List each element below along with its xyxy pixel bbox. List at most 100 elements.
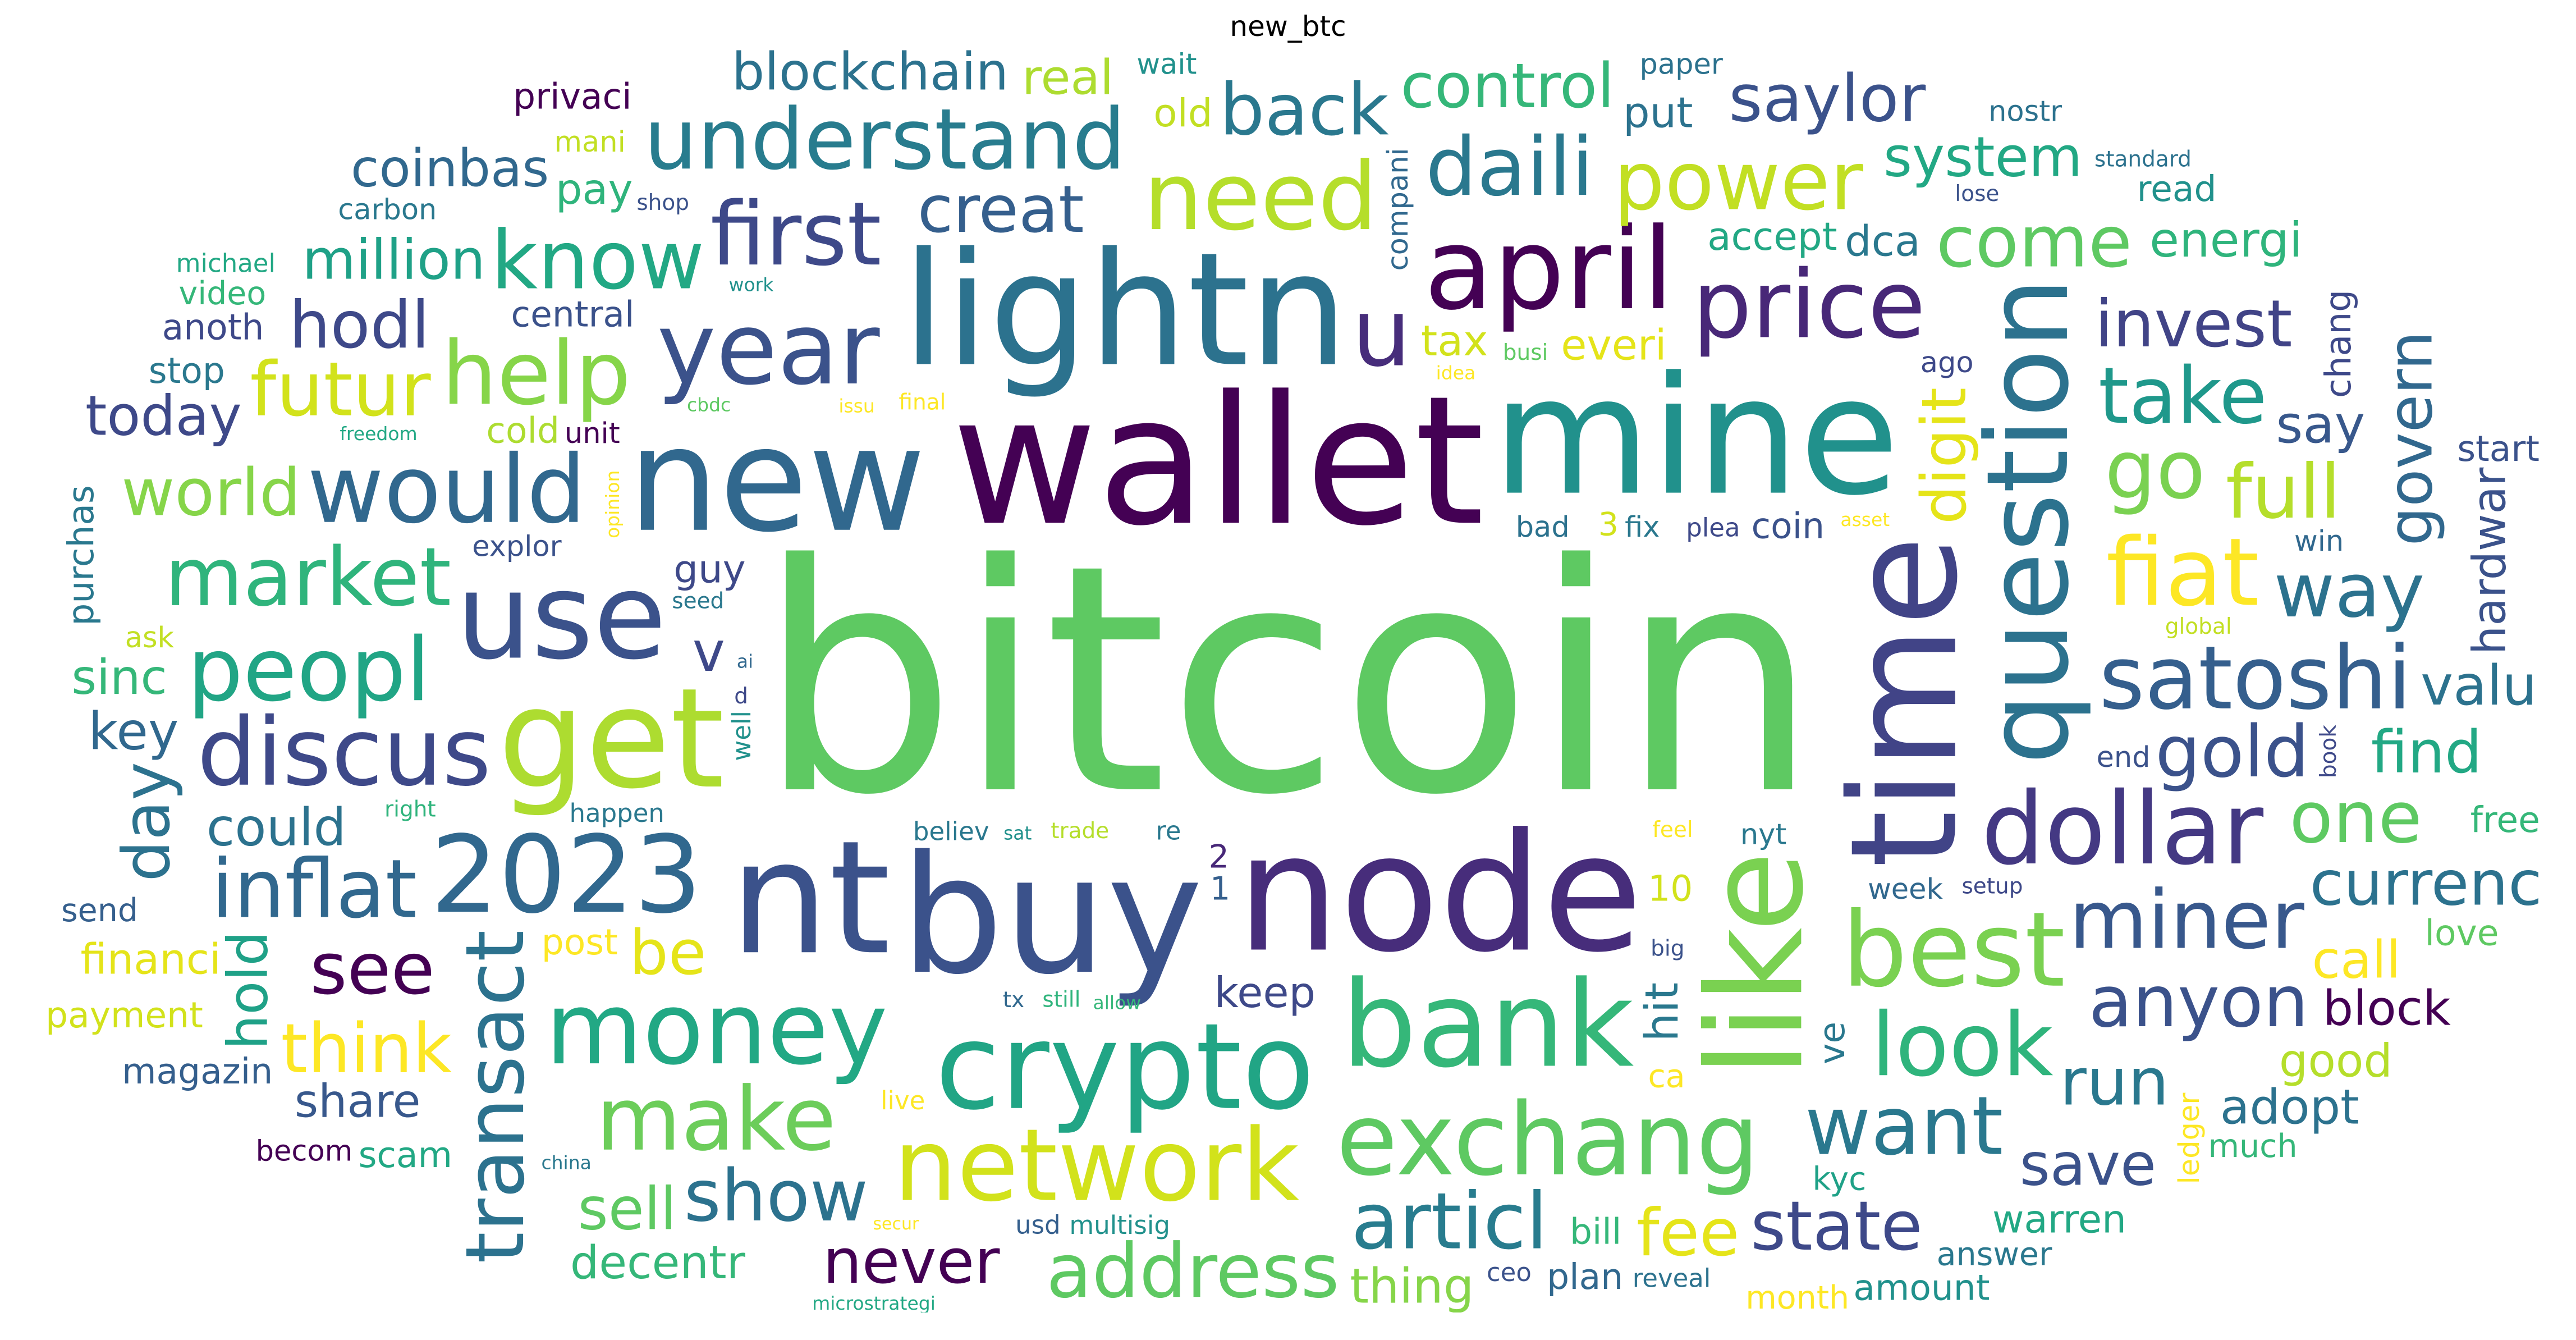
word-think: think (281, 1009, 452, 1089)
word-new: new (628, 396, 926, 564)
word-understand: understand (644, 91, 1125, 189)
word-ai: ai (737, 650, 753, 672)
word-cold: cold (486, 410, 560, 451)
word-blockchain: blockchain (732, 49, 1009, 102)
word-big: big (1651, 936, 1684, 962)
word-creat: creat (918, 172, 1084, 248)
word-money: money (546, 971, 888, 1087)
word-central: central (511, 294, 634, 335)
word-dca: dca (1845, 217, 1920, 266)
word-currenc: currenc (2310, 848, 2542, 920)
word-accept: accept (1707, 214, 1837, 259)
word-free: free (2470, 799, 2540, 840)
word-d: d (734, 684, 748, 709)
word-say: say (2276, 395, 2365, 455)
word-seed: seed (672, 589, 724, 614)
word-would: would (307, 436, 586, 545)
word-control: control (1400, 50, 1614, 122)
word-first: first (711, 183, 882, 285)
word-setup: setup (1961, 874, 2023, 899)
word-bill: bill (1570, 1211, 1622, 1252)
word-show: show (684, 1154, 868, 1237)
word-tax: tax (1421, 316, 1488, 365)
word-go: go (2105, 423, 2206, 517)
word-block: block (2323, 980, 2451, 1036)
word-know: know (491, 213, 705, 308)
word-1: 1 (1210, 871, 1230, 908)
word-articl: articl (1351, 1176, 1548, 1267)
word-digit: digit (1908, 387, 1980, 524)
word-tx: tx (1003, 987, 1024, 1013)
word-busi: busi (1503, 340, 1548, 365)
word-plea: plea (1686, 513, 1740, 542)
word-run: run (2060, 1045, 2169, 1121)
word-could: could (207, 797, 346, 857)
word-anyon: anyon (2089, 960, 2309, 1043)
word-time: time (1819, 536, 1990, 868)
word-opinion: opinion (602, 470, 624, 539)
word-state: state (1750, 1187, 1923, 1266)
word-million: million (302, 228, 485, 292)
word-decentr: decentr (570, 1237, 746, 1289)
word-paper: paper (1640, 49, 1723, 81)
word-happen: happen (569, 798, 664, 828)
word-believ: believ (913, 817, 989, 847)
word-network: network (893, 1108, 1299, 1224)
word-make: make (596, 1068, 836, 1170)
word-cloud-frame: bitcoin wallet node buy mine nt lightn time new g… (31, 49, 2545, 1312)
word-ago: ago (1920, 346, 1974, 379)
word-year: year (657, 291, 880, 407)
word-read: read (2137, 168, 2217, 209)
word-re: re (1156, 816, 1181, 846)
word-valu: valu (2421, 654, 2537, 718)
word-purchas: purchas (61, 485, 102, 625)
word-be: be (629, 917, 707, 989)
word-keep: keep (1214, 968, 1315, 1017)
word-like: like (1679, 851, 1832, 1077)
word-kyc: kyc (1812, 1161, 1866, 1198)
word-transact: transact (448, 930, 542, 1264)
word-amount: amount (1853, 1268, 1990, 1309)
word-10: 10 (1648, 868, 1693, 909)
word-u: u (1352, 279, 1411, 388)
word-scam: scam (359, 1135, 452, 1176)
word-payment: payment (45, 995, 203, 1036)
word-save: save (2020, 1131, 2156, 1199)
word-win: win (2294, 525, 2344, 558)
word-month: month (1745, 1279, 1849, 1312)
word-much: much (2208, 1128, 2298, 1165)
word-ceo: ceo (1487, 1257, 1532, 1287)
word-dollar: dollar (1981, 771, 2264, 887)
word-bitcoin: bitcoin (757, 498, 1819, 864)
word-stop: stop (149, 350, 225, 391)
word-old: old (1153, 91, 1212, 136)
word-look: look (1871, 994, 2054, 1096)
word-well: well (727, 711, 757, 761)
word-real: real (1022, 49, 1113, 106)
word-bad: bad (1516, 511, 1570, 544)
word-want: want (1805, 1079, 2004, 1173)
word-share: share (295, 1076, 421, 1128)
word-work: work (728, 273, 774, 295)
word-wait: wait (1136, 49, 1197, 81)
word-nt: nt (730, 807, 890, 989)
word-full: full (2226, 449, 2341, 536)
word-price: price (1692, 251, 1926, 360)
word-never: never (823, 1225, 1000, 1297)
word-take: take (2098, 350, 2267, 441)
word-ve: ve (1812, 1022, 1853, 1064)
word-today: today (85, 385, 242, 449)
word-peopl: peopl (187, 619, 430, 721)
word-lose: lose (1955, 181, 1999, 207)
word-mine: mine (1492, 342, 1899, 532)
word-end: end (2096, 741, 2150, 774)
word-hodl: hodl (289, 287, 429, 363)
word-bank: bank (1341, 955, 1634, 1094)
word-ca: ca (1648, 1058, 1685, 1095)
word-post: post (542, 922, 618, 963)
word-back: back (1220, 68, 1389, 152)
word-need: need (1143, 143, 1377, 251)
word-asset: asset (1840, 509, 1890, 530)
word-day: day (109, 762, 185, 881)
word-microstrategi: microstrategi (812, 1292, 936, 1312)
